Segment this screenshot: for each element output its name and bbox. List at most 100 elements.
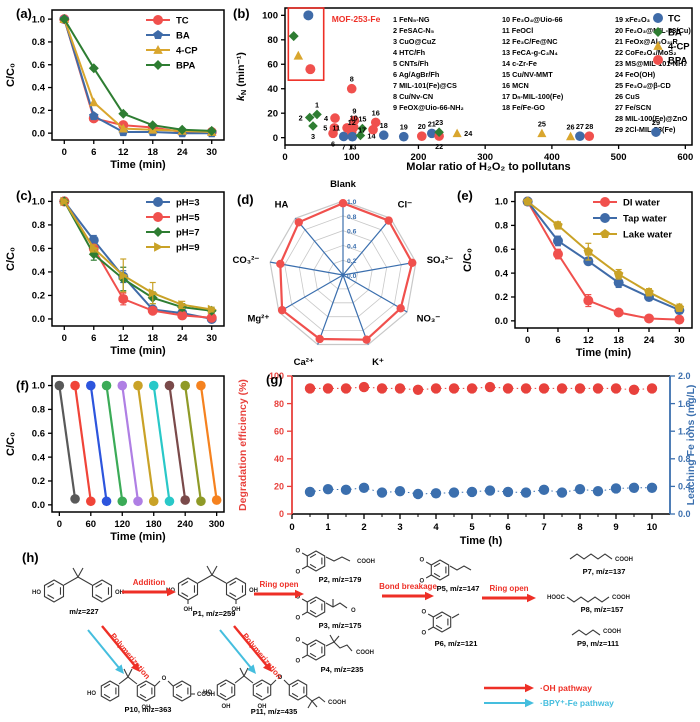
molecule-p5: OO [419, 558, 472, 585]
svg-text:29 2Cl-MIL-53(Fe): 29 2Cl-MIL-53(Fe) [615, 125, 676, 134]
svg-text:0.0: 0.0 [678, 509, 691, 519]
svg-text:27: 27 [576, 122, 584, 131]
svg-text:P7, m/z=137: P7, m/z=137 [583, 567, 626, 576]
svg-text:12: 12 [583, 335, 594, 346]
svg-text:·OH pathway: ·OH pathway [540, 683, 592, 693]
panel-label-h: (h) [22, 550, 39, 565]
svg-text:0.8: 0.8 [32, 37, 45, 48]
svg-text:1.2: 1.2 [678, 426, 691, 436]
svg-text:HO: HO [203, 690, 212, 696]
svg-text:COOH: COOH [357, 559, 375, 565]
svg-text:30: 30 [206, 147, 217, 158]
chart-g-continuous-operation: 0 1 2 3 4 5 6 7 8 9 100204060801000.00.40.81.21.62… [237, 371, 697, 547]
svg-text:18 Fe/Fe-GO: 18 Fe/Fe-GO [502, 103, 545, 112]
panel-label-b: (b) [233, 6, 250, 21]
svg-text:28: 28 [585, 122, 593, 131]
svg-text:27 Fe/SCN: 27 Fe/SCN [615, 103, 651, 112]
svg-text:Leaching Fe ions (mg/L): Leaching Fe ions (mg/L) [685, 385, 697, 506]
svg-text:20: 20 [274, 482, 284, 492]
svg-text:Ring open: Ring open [489, 584, 528, 593]
svg-text:16 MCN: 16 MCN [502, 81, 529, 90]
svg-text:10: 10 [350, 113, 358, 122]
svg-text:P6, m/z=121: P6, m/z=121 [435, 639, 478, 648]
molecule-p8: HOOC COOH [547, 595, 630, 603]
svg-text:Ca²⁺: Ca²⁺ [294, 357, 314, 368]
chart-a-pollutant-degradation: 0 6 12 18 24 30 0.0 0.2 0.4 0.6 0.8 1.0 Time (min) C/… [5, 9, 225, 171]
svg-text:P5, m/z=147: P5, m/z=147 [437, 584, 480, 593]
svg-text:HO: HO [87, 691, 96, 697]
molecule-p7: COOH [569, 553, 633, 563]
svg-text:0.8: 0.8 [32, 220, 45, 231]
svg-text:17: 17 [358, 126, 366, 135]
svg-text:7: 7 [541, 522, 546, 533]
svg-text:COOH: COOH [356, 650, 374, 656]
svg-text:O: O [421, 631, 426, 637]
svg-text:400: 400 [544, 152, 560, 163]
svg-text:COOH: COOH [603, 629, 621, 635]
svg-text:21: 21 [428, 119, 436, 128]
svg-text:5 CNTs/Fh: 5 CNTs/Fh [393, 59, 429, 68]
svg-text:0: 0 [525, 335, 530, 346]
svg-text:COOH: COOH [612, 595, 630, 601]
svg-text:11 FeOCl: 11 FeOCl [502, 26, 533, 35]
svg-text:C/C₀: C/C₀ [5, 63, 17, 87]
svg-text:0.4: 0.4 [32, 267, 46, 278]
svg-text:NO₃⁻: NO₃⁻ [417, 314, 441, 325]
svg-text:Time (min): Time (min) [110, 531, 166, 543]
svg-text:0.6: 0.6 [495, 244, 508, 255]
svg-text:P9, m/z=111: P9, m/z=111 [577, 639, 619, 648]
svg-text:DI water: DI water [623, 197, 660, 208]
svg-text:6: 6 [331, 139, 335, 148]
svg-text:18: 18 [380, 121, 388, 130]
svg-text:60: 60 [267, 59, 278, 70]
svg-text:4 HTC/Fh: 4 HTC/Fh [393, 48, 425, 57]
svg-text:0.6: 0.6 [347, 229, 357, 236]
svg-text:180: 180 [146, 519, 162, 530]
molecule-p6: OO [421, 610, 460, 637]
svg-text:29: 29 [652, 118, 660, 127]
svg-text:5: 5 [323, 124, 327, 133]
svg-text:26: 26 [567, 122, 575, 131]
svg-text:0.0: 0.0 [495, 316, 508, 327]
svg-text:Molar ratio of H₂O₂ to polluta: Molar ratio of H₂O₂ to pollutans [406, 161, 570, 173]
svg-text:Degradation efficiency (%): Degradation efficiency (%) [237, 379, 249, 511]
svg-text:300: 300 [209, 519, 225, 530]
svg-text:20: 20 [267, 108, 278, 119]
panel-label-a: (a) [16, 6, 32, 21]
svg-text:23: 23 [435, 118, 443, 127]
panel-label-f: (f) [16, 378, 29, 393]
svg-text:0.8: 0.8 [32, 405, 45, 416]
svg-text:0.8: 0.8 [678, 454, 691, 464]
svg-text:O: O [295, 616, 300, 622]
svg-text:1 FeN₅-NG: 1 FeN₅-NG [393, 15, 430, 24]
molecule-p1: HOOHOHOH [166, 565, 258, 613]
svg-text:0.0: 0.0 [32, 314, 45, 325]
svg-text:pH=3: pH=3 [176, 197, 200, 208]
svg-text:8 Cu/Nv-CN: 8 Cu/Nv-CN [393, 92, 433, 101]
svg-text:0.2: 0.2 [32, 476, 45, 487]
svg-text:TC: TC [176, 15, 189, 26]
svg-text:Time (h): Time (h) [460, 535, 503, 547]
svg-text:m/z=227: m/z=227 [69, 607, 98, 616]
svg-text:100: 100 [344, 152, 360, 163]
svg-text:30: 30 [674, 335, 685, 346]
svg-text:P1, m/z=259: P1, m/z=259 [193, 609, 236, 618]
svg-text:0.0: 0.0 [347, 273, 357, 280]
svg-text:O: O [162, 676, 167, 682]
molecule-p11: O HO OH OH COOH [203, 667, 346, 710]
svg-text:7: 7 [342, 142, 346, 151]
svg-text:15: 15 [358, 114, 366, 123]
svg-text:19 xFe₂O₃: 19 xFe₂O₃ [615, 15, 650, 24]
svg-text:1.0: 1.0 [32, 197, 45, 208]
svg-text:40: 40 [274, 454, 284, 464]
svg-text:16: 16 [372, 108, 380, 117]
svg-text:6: 6 [91, 333, 96, 344]
svg-text:12: 12 [348, 118, 356, 127]
svg-text:2 FeSAC-N₅: 2 FeSAC-N₅ [393, 26, 434, 35]
svg-text:24: 24 [177, 147, 188, 158]
svg-text:19: 19 [400, 123, 408, 132]
svg-text:300: 300 [477, 152, 493, 163]
svg-text:60: 60 [86, 519, 97, 530]
svg-text:9 FeOX@Uio-66-NH₂: 9 FeOX@Uio-66-NH₂ [393, 103, 464, 112]
